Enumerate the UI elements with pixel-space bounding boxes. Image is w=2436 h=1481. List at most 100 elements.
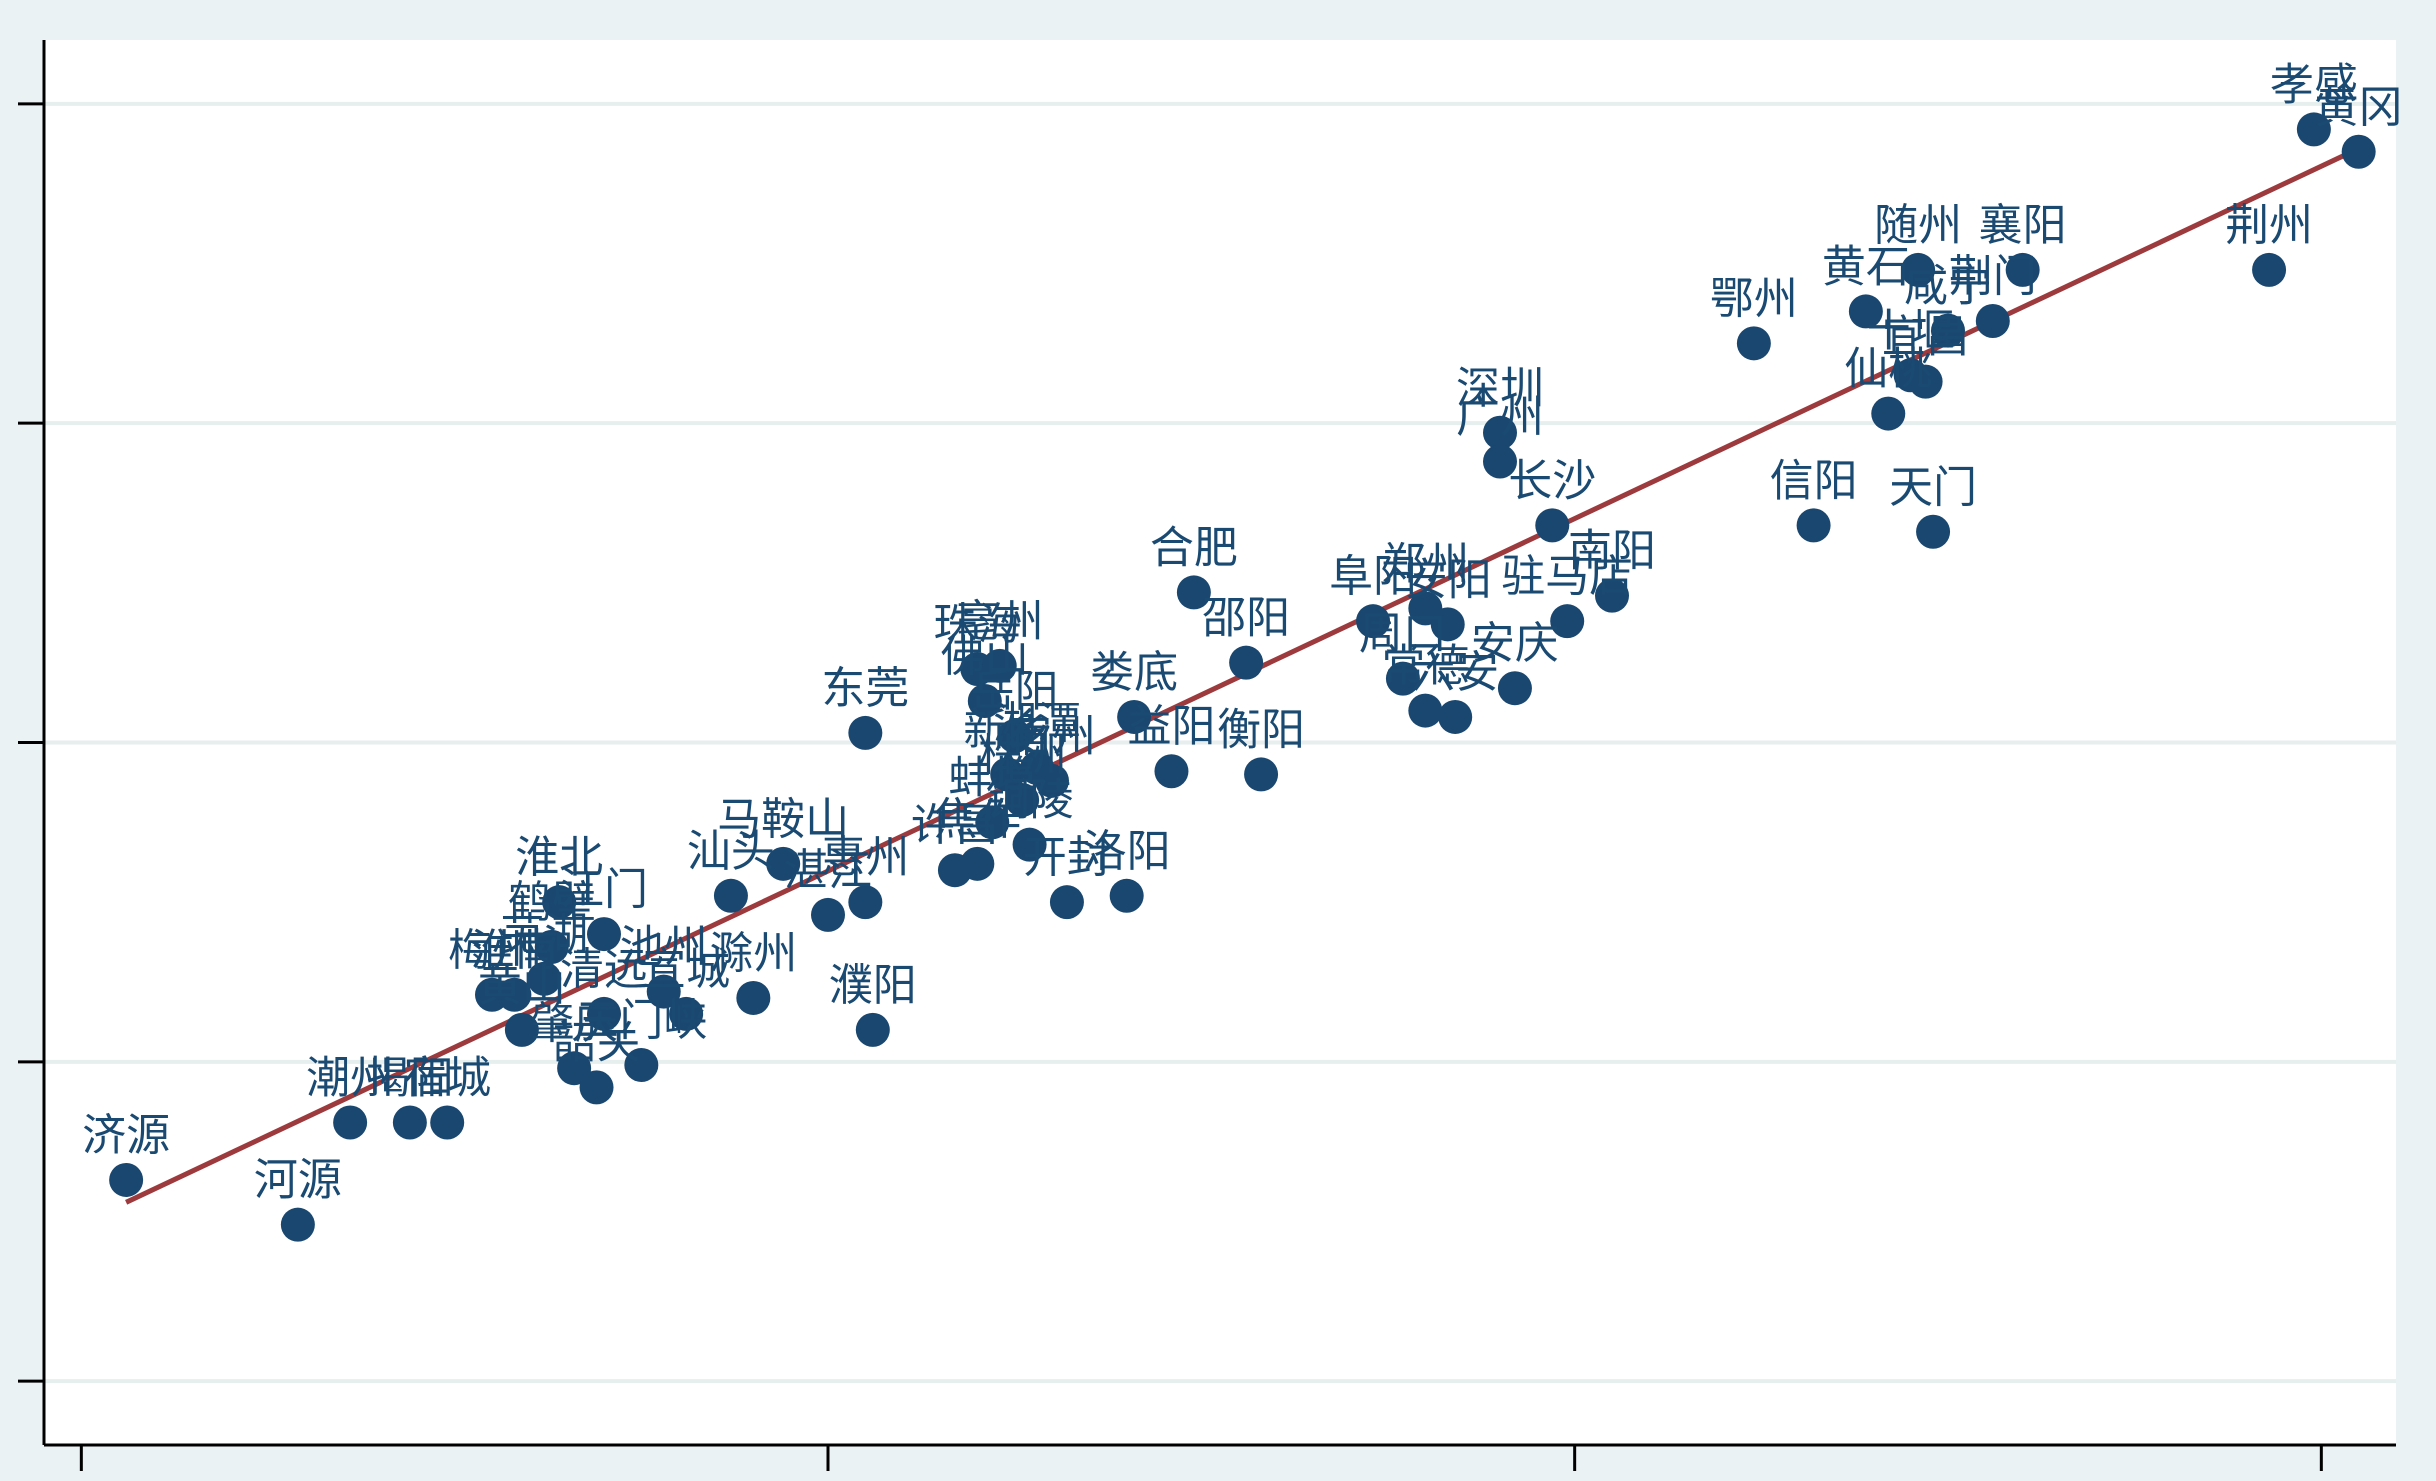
data-point <box>1975 304 2010 338</box>
point-label: 黄冈 <box>2315 82 2403 133</box>
data-point <box>1244 757 1279 792</box>
point-label: 常德 <box>1381 641 1469 692</box>
point-label: 咸宁 <box>1904 261 1992 312</box>
point-label: 淮南 <box>470 925 558 976</box>
point-label: 肇庆 <box>530 998 618 1049</box>
data-point <box>982 648 1017 683</box>
data-point <box>1931 313 1965 348</box>
data-point <box>497 977 532 1012</box>
data-point <box>587 917 621 952</box>
point-label: 益阳 <box>1127 701 1215 752</box>
point-label: 开封 <box>1023 832 1111 883</box>
data-point <box>1385 661 1420 696</box>
point-label: 梅州 <box>448 925 536 976</box>
data-point <box>333 1105 368 1140</box>
data-point <box>1736 326 1771 361</box>
point-label: 池州 <box>620 922 708 973</box>
data-point <box>1049 885 1084 920</box>
point-label: 新乡 <box>963 704 1051 755</box>
point-label: 宣城 <box>642 944 730 995</box>
data-point <box>937 853 972 888</box>
data-point <box>542 885 577 920</box>
point-label: 荆州 <box>2225 200 2313 251</box>
point-label: 深圳 <box>1456 363 1544 414</box>
point-label: 荆门 <box>1949 251 2037 302</box>
point-label: 芜湖 <box>500 909 588 960</box>
data-point <box>534 929 569 964</box>
point-label: 阜阳 <box>1329 551 1417 602</box>
data-point <box>280 1207 315 1242</box>
point-label: 湘潭 <box>993 698 1081 749</box>
data-point <box>557 1051 592 1086</box>
point-label: 周口 <box>1359 609 1447 660</box>
data-point <box>1497 671 1532 706</box>
point-label: 鄂州 <box>1710 273 1798 324</box>
point-label: 宿州 <box>1008 711 1096 762</box>
point-label: 随州 <box>1874 200 1962 251</box>
data-point <box>1595 578 1629 613</box>
point-label: 宿城 <box>403 1052 491 1103</box>
point-label: 滁州 <box>709 928 797 979</box>
data-point <box>1012 827 1047 862</box>
point-label: 襄阳 <box>1979 200 2067 251</box>
point-label: 黄石 <box>1822 241 1910 292</box>
point-label: 郑州 <box>1381 538 1469 589</box>
data-point <box>1109 878 1144 913</box>
grid-lines <box>44 101 2396 1384</box>
point-label: 惠州 <box>821 832 909 883</box>
data-point <box>1871 396 1906 431</box>
data-point <box>669 996 704 1031</box>
point-label: 六安 <box>1411 647 1499 698</box>
point-label: 潮州 <box>306 1052 394 1103</box>
point-label: 衡阳 <box>1217 704 1305 755</box>
point-label: 焦作 <box>933 794 1021 845</box>
data-point <box>579 1070 614 1105</box>
data-point <box>1483 415 1517 450</box>
point-label: 揭阳 <box>366 1052 454 1103</box>
data-point <box>1438 699 1473 734</box>
point-label: 洛阳 <box>1083 826 1171 877</box>
point-label: 黄山 <box>478 960 566 1011</box>
point-label: 许昌 <box>911 800 999 851</box>
data-point <box>967 683 1002 718</box>
point-label: 合肥 <box>1150 522 1238 573</box>
data-point <box>624 1048 659 1083</box>
data-point <box>587 996 621 1031</box>
point-label: 南阳 <box>1568 526 1656 577</box>
point-label: 长沙 <box>1508 455 1596 506</box>
data-point <box>1550 604 1585 639</box>
data-point <box>855 1012 890 1047</box>
data-points <box>109 112 2376 1242</box>
data-point <box>1916 514 1951 549</box>
data-point <box>1430 607 1465 642</box>
data-point <box>811 897 845 932</box>
point-label: 佛山 <box>941 631 1029 682</box>
point-label: 邵阳 <box>1202 593 1290 644</box>
point-label: 天门 <box>1889 462 1977 513</box>
data-point <box>1483 444 1517 479</box>
data-point <box>1908 364 1943 399</box>
point-label: 江门 <box>560 864 648 915</box>
point-label: 株洲 <box>978 730 1066 781</box>
data-point <box>1901 252 1936 287</box>
data-point <box>766 846 801 881</box>
data-point <box>1005 782 1040 817</box>
point-label: 东莞 <box>821 663 909 714</box>
point-label: 广州 <box>1456 392 1544 443</box>
point-label: 珠海 <box>933 599 1021 650</box>
data-point <box>504 1012 539 1047</box>
data-point <box>848 885 883 920</box>
data-point <box>1176 575 1211 610</box>
data-point <box>1356 604 1391 639</box>
point-label: 信阳 <box>1770 455 1858 506</box>
point-label: 汕头 <box>687 826 775 877</box>
point-label: 蚌埠 <box>948 752 1036 803</box>
data-point <box>527 961 562 996</box>
data-point <box>109 1162 144 1197</box>
data-point <box>2341 134 2376 169</box>
data-point <box>1229 645 1264 680</box>
point-label: 鹤壁 <box>508 877 596 928</box>
point-label: 韶关 <box>553 1017 641 1068</box>
